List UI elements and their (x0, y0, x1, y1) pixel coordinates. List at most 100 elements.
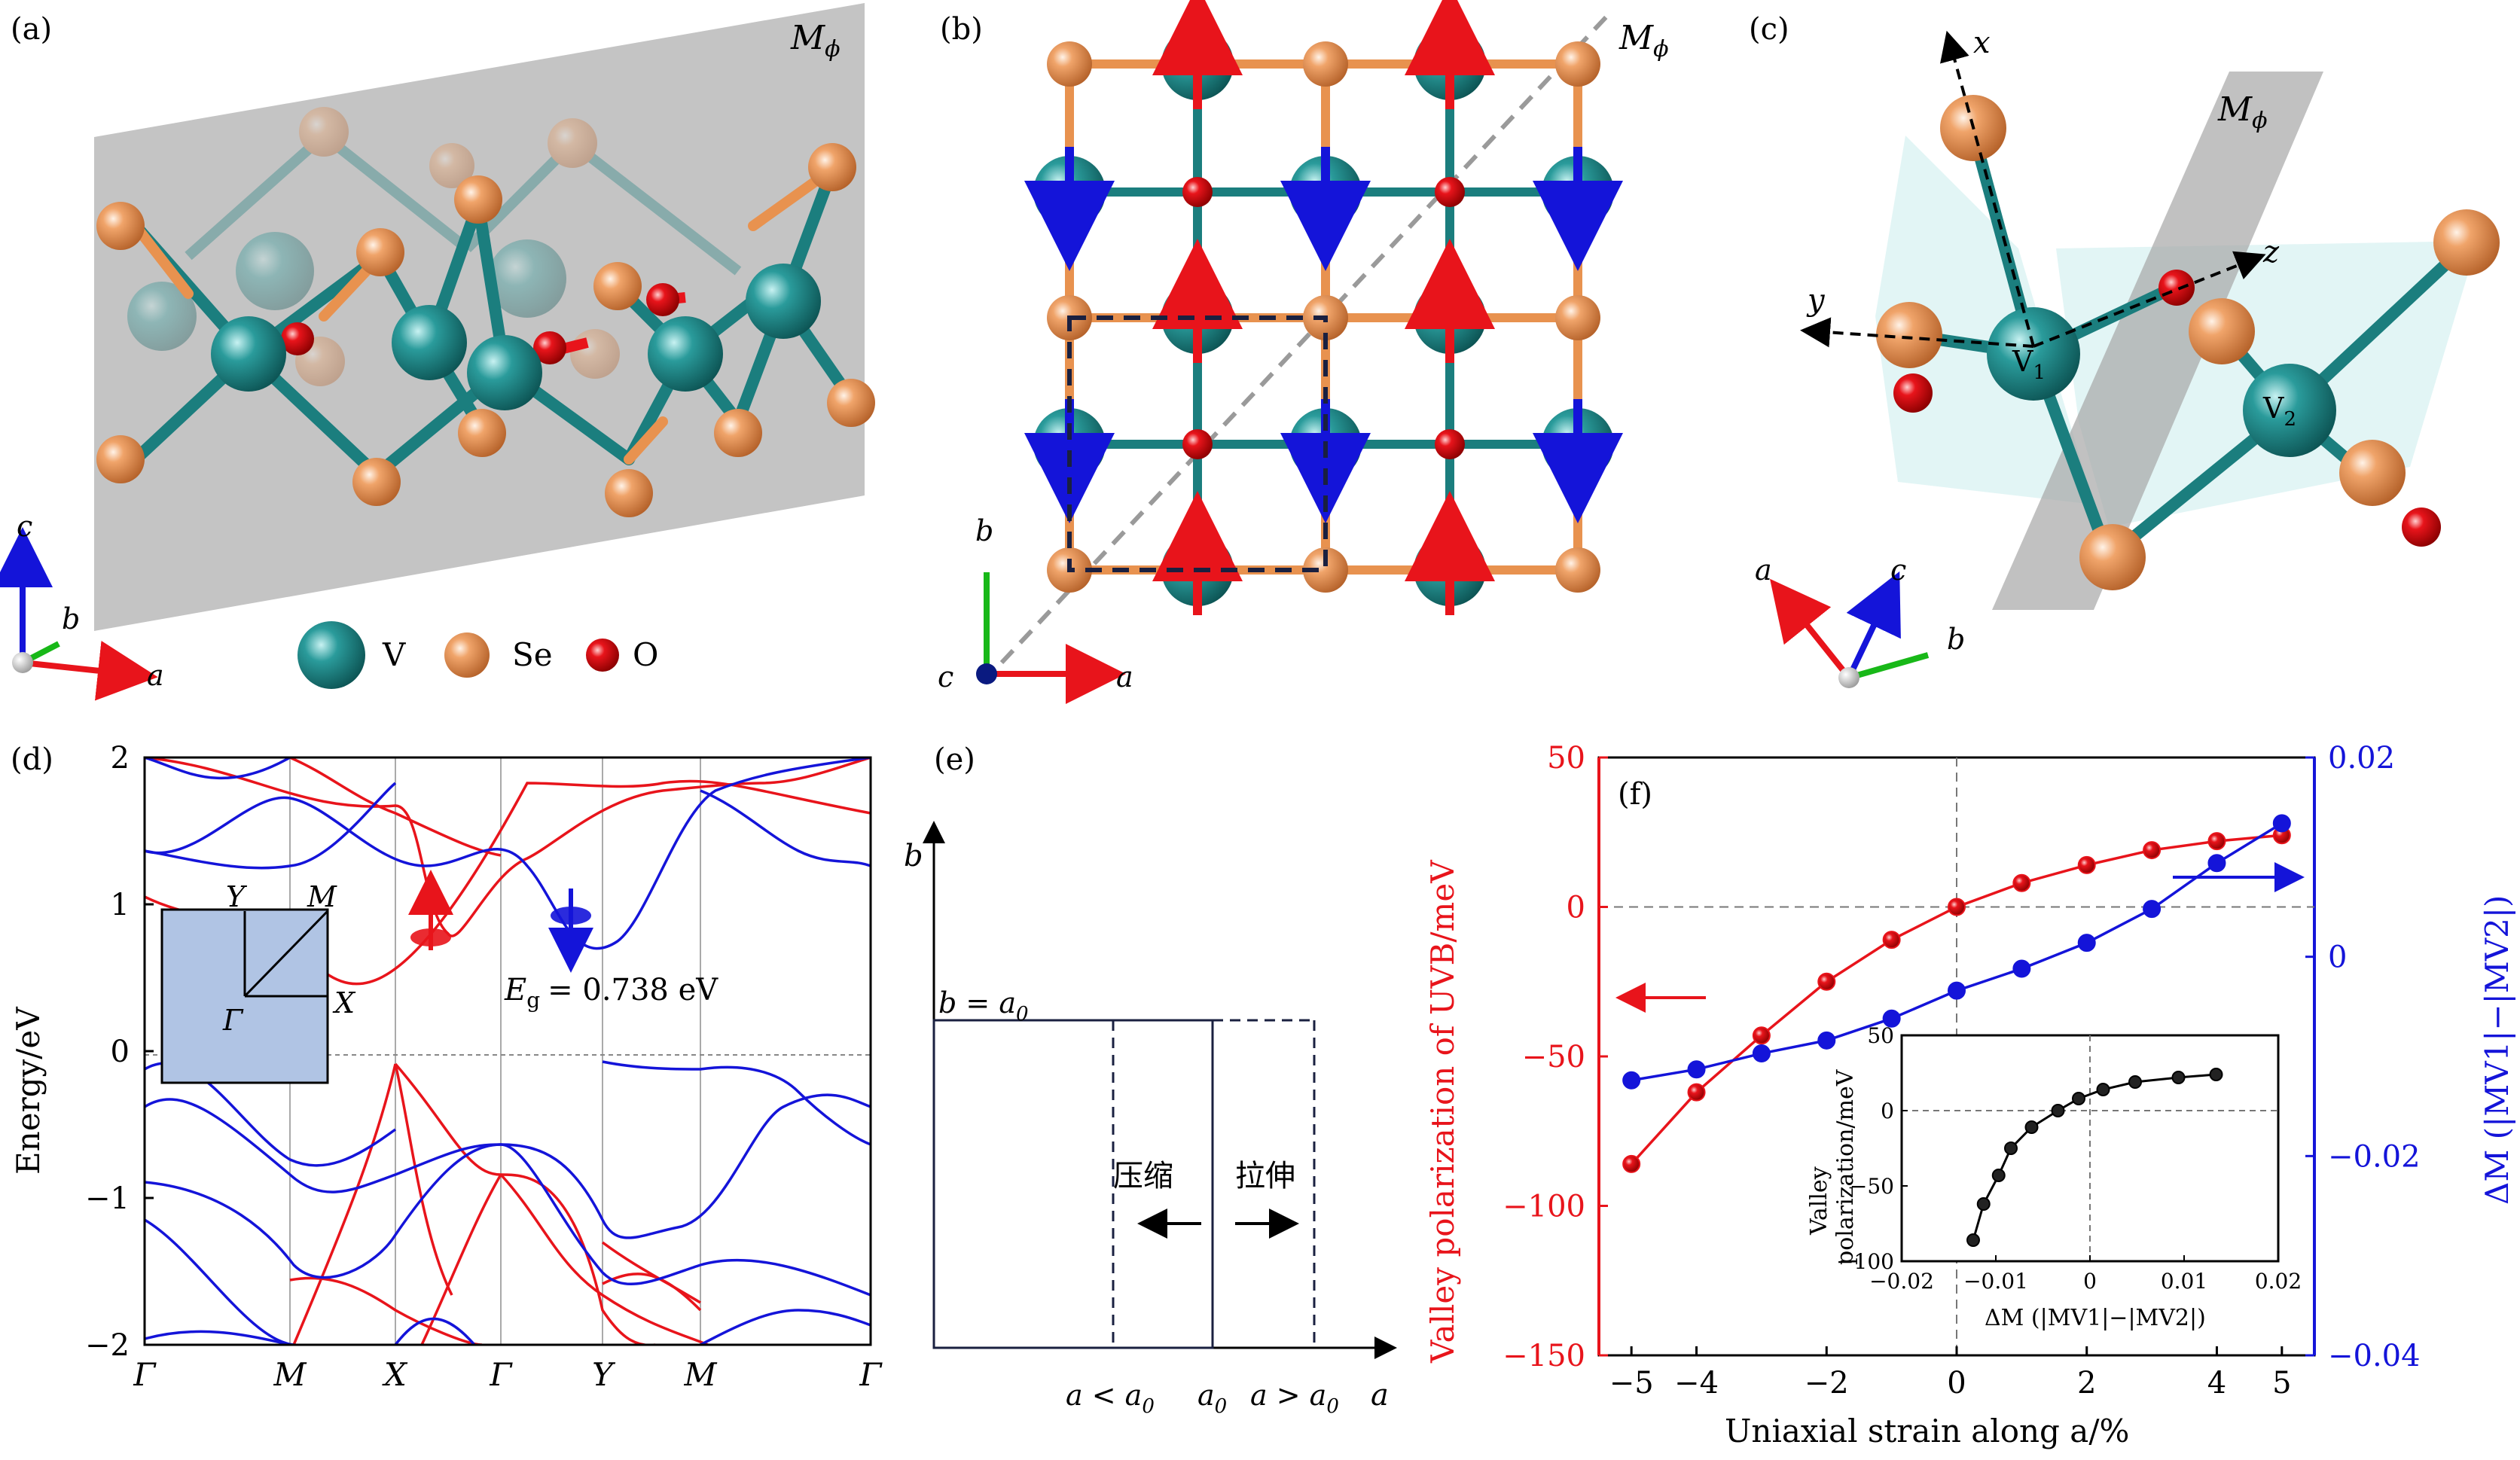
y-tick-label: 1 (111, 888, 130, 922)
axes-a: c b a (0, 510, 164, 701)
y-tick-label-left: −150 (1503, 1339, 1585, 1373)
panel-b-label: (b) (940, 12, 983, 47)
inset-point (2024, 1120, 2039, 1134)
y-tick-label-right: −0.04 (2328, 1339, 2421, 1373)
f-xlabel: Uniaxial strain along a/% (1725, 1413, 2129, 1449)
legend-se: Se (512, 636, 553, 673)
svg-text:M: M (307, 880, 337, 913)
inset-point (2171, 1071, 2186, 1084)
svg-text:b: b (1947, 623, 1965, 656)
x-tick-label: −2 (1805, 1366, 1849, 1401)
inset-x-tick-label: 0.01 (2161, 1269, 2207, 1294)
panel-e: (e) b a b = a0 压缩 拉伸 a < a0 a0 a > a0 (904, 742, 1397, 1418)
se-atom (1303, 547, 1348, 593)
o-atom (1182, 177, 1213, 207)
svg-text:X: X (332, 986, 356, 1020)
svg-text:polarization/meV: polarization/meV (1832, 1068, 1859, 1265)
svg-text:a0: a0 (1197, 1379, 1227, 1418)
spin-up-marker (408, 870, 453, 950)
data-point (2143, 841, 2162, 860)
data-point (1622, 1154, 1641, 1173)
inset-point (2128, 1075, 2142, 1089)
panel-b: (b) Mϕ b c a (938, 0, 1669, 704)
svg-text:ΔM (|MV1|−|MV2|): ΔM (|MV1|−|MV2|) (1985, 1305, 2206, 1331)
inset-x-tick-label: 0 (2083, 1269, 2097, 1294)
k-label: M (683, 1356, 717, 1393)
v2-label: V2 (2262, 392, 2296, 431)
data-point (1817, 1031, 1836, 1050)
data-point (1882, 931, 1901, 949)
data-point (2012, 873, 2031, 892)
se-atom (1555, 547, 1600, 593)
data-point (1948, 981, 1966, 1000)
svg-text:x: x (1973, 26, 1991, 60)
f-ylabel-right: ΔM (|MV1|−|MV2|) (2479, 895, 2515, 1205)
k-label: Γ (133, 1356, 157, 1393)
data-point (2207, 854, 2226, 873)
o-atom (1435, 429, 1465, 459)
gap-label: Eg = 0.738 eV (504, 973, 718, 1013)
mirror-plane-label: Mϕ (790, 19, 841, 62)
data-point (2207, 832, 2226, 851)
inset-point (1976, 1197, 1991, 1211)
panel-c: (c) Mϕ x y z V1 V2 (1749, 12, 2500, 688)
data-point (1817, 972, 1836, 991)
k-label: Γ (489, 1356, 513, 1393)
legend-v-atom (297, 621, 365, 689)
svg-text:c: c (938, 660, 953, 693)
svg-text:Γ: Γ (222, 1004, 244, 1037)
x-tick-label: −4 (1674, 1366, 1719, 1401)
svg-text:c: c (1890, 553, 1906, 587)
panel-d: (d) Energy/eV 210−1−2Γ M X Γ Y M Γ (10, 741, 883, 1393)
lattice (1024, 0, 1623, 615)
front-atoms (96, 143, 875, 517)
inset-point (2051, 1104, 2065, 1117)
data-point (2143, 900, 2162, 919)
inset-point (2096, 1083, 2110, 1096)
data-point (2012, 959, 2031, 978)
inset-point (1991, 1169, 2006, 1182)
y-tick-label-right: 0.02 (2328, 741, 2395, 776)
f-ylabel-left: Valley polarization of UVB/meV (1424, 860, 1461, 1364)
bz-inset: Y M X Γ (160, 880, 356, 1084)
se-atom (1555, 41, 1600, 87)
data-point (1687, 1060, 1706, 1079)
y-tick-label-left: −100 (1503, 1190, 1585, 1224)
bands (145, 757, 871, 1345)
x-tick-label: 5 (2272, 1366, 2291, 1401)
o-atom (1435, 177, 1465, 207)
data-point (1882, 1009, 1901, 1028)
svg-text:b: b (975, 514, 993, 547)
y-tick-label: −2 (85, 1328, 130, 1363)
svg-text:a: a (1755, 553, 1772, 587)
legend-o-atom (586, 639, 619, 672)
mirror-plane (94, 3, 865, 631)
y-tick-label: 0 (111, 1035, 130, 1069)
inset-point (1966, 1233, 1980, 1247)
inset-x-tick-label: −0.01 (1963, 1269, 2028, 1294)
svg-text:Valley: Valley (1806, 1166, 1832, 1236)
legend-se-atom (444, 632, 490, 678)
svg-text:z: z (2262, 235, 2280, 270)
data-point (1687, 1083, 1706, 1102)
y-tick-label-left: 0 (1567, 891, 1585, 925)
axes-b: b c a (938, 514, 1133, 704)
data-point (1622, 1071, 1641, 1090)
unstrained-cell (932, 1019, 1214, 1349)
data-point (2077, 934, 2096, 953)
legend-v: V (382, 636, 406, 673)
spin-down-marker (548, 888, 593, 973)
v1-atom (1987, 307, 2080, 401)
inset-point (2004, 1141, 2018, 1155)
x-tick-label: 0 (1947, 1366, 1966, 1401)
inset-y-tick-label: −50 (1850, 1174, 1894, 1199)
panel-c-label: (c) (1749, 12, 1789, 47)
v1-label: V1 (2012, 345, 2046, 384)
compress-label: 压缩 (1113, 1159, 1173, 1193)
x-tick-label: 4 (2207, 1366, 2226, 1401)
o-atom (1182, 429, 1213, 459)
svg-text:Mϕ: Mϕ (2217, 90, 2268, 134)
inset-x-tick-label: 0.02 (2255, 1269, 2302, 1294)
inset-y-tick-label: 0 (1881, 1099, 1894, 1123)
legend-o: O (633, 636, 658, 673)
